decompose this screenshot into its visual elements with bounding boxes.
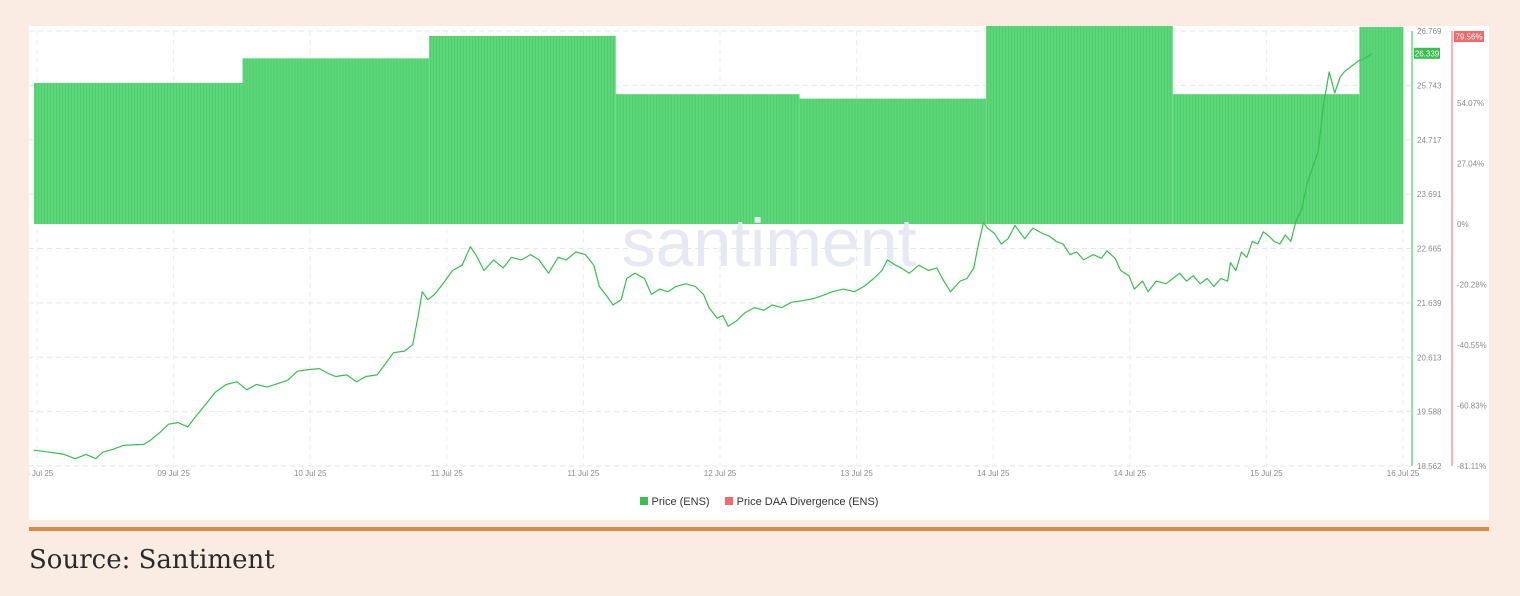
x-tick-label: 11 Jul 25 [431,469,463,478]
axes-layer: 26.769 25.743 24.717 23.691 22.665 21.639 20.6… [29,27,1487,478]
divergence-bar-hatch [1173,94,1358,224]
x-tick-label: 13 Jul 25 [840,469,873,478]
divergence-bar [1172,94,1360,224]
y-left-tick-label: 18.562 [1417,462,1442,471]
divergence-bar [986,26,1173,224]
x-tick-label: 09 Jul 25 [157,469,190,478]
x-tick-label: 14 Jul 25 [1114,469,1147,478]
y-left-tick-label: 25.743 [1417,81,1442,90]
price-line-layer [33,53,1373,460]
y-right-tick-label: -20.28% [1457,281,1487,290]
y-right-tick-label: 27.04% [1457,160,1484,169]
y-left-tick-label: 23.691 [1417,190,1442,199]
y-right-tick-label: -81.11% [1457,462,1486,471]
y-left-tick-label: 22.665 [1417,245,1442,254]
divergence-bar-hatch [616,94,798,224]
divergence-bar-hatch [987,26,1171,224]
current-divergence-tag [1454,31,1484,42]
y-right-tick-label: -60.83% [1457,402,1487,411]
x-tick-label: 15 Jul 25 [1250,469,1283,478]
divergence-bar-hatch [800,98,985,224]
y-left-tick-label: 20.613 [1417,353,1442,362]
divergence-bars [34,26,1404,225]
chart-svg: santiment 26.769 25.743 24.717 23.691 22.665… [29,26,1487,478]
current-price-tag [1414,47,1440,59]
divergence-bar [799,98,987,224]
source-caption: Source: Santiment [29,545,275,575]
x-tick-label: 16 Jul 25 [1387,469,1420,478]
divergence-bar-hatch [430,36,614,224]
y-left-tick-label: 21.639 [1417,299,1442,308]
x-tick-label: 12 Jul 25 [704,469,737,478]
divergence-bar [242,58,430,224]
watermark: santiment [622,205,917,281]
x-tick-label: 08 Jul 25 [29,469,54,478]
legend-label-divergence: Price DAA Divergence (ENS) [736,496,879,508]
price-line [33,53,1373,460]
legend-item-divergence[interactable]: Price DAA Divergence (ENS) [724,496,879,508]
divergence-bar [429,36,616,224]
legend-label-price: Price (ENS) [651,496,710,508]
current-divergence-label: 79.56% [1455,33,1482,42]
divergence-bar-hatch [35,83,243,224]
y-right-tick-label: -40.55% [1457,341,1487,350]
x-tick-label: 11 Jul 25 [567,469,599,478]
chart-legend: Price (ENS) Price DAA Divergence (ENS) [29,496,1489,508]
divergence-bar-hatch [243,58,428,224]
y-left-tick-label: 26.769 [1417,27,1442,36]
legend-swatch-price [639,497,648,505]
current-price-label: 26.339 [1415,49,1440,58]
y-left-tick-label: 24.717 [1417,136,1442,145]
legend-item-price[interactable]: Price (ENS) [639,496,710,508]
x-tick-label: 14 Jul 25 [977,469,1010,478]
y-right-tick-label: 54.07% [1457,99,1484,108]
divider [29,527,1489,531]
chart-card: santiment 26.769 25.743 24.717 23.691 22.665… [29,26,1489,520]
y-right-tick-label: 0% [1457,220,1469,229]
x-tick-label: 10 Jul 25 [294,469,327,478]
y-left-tick-label: 19.588 [1417,408,1442,417]
legend-swatch-divergence [724,497,733,505]
divergence-bar [615,94,800,224]
